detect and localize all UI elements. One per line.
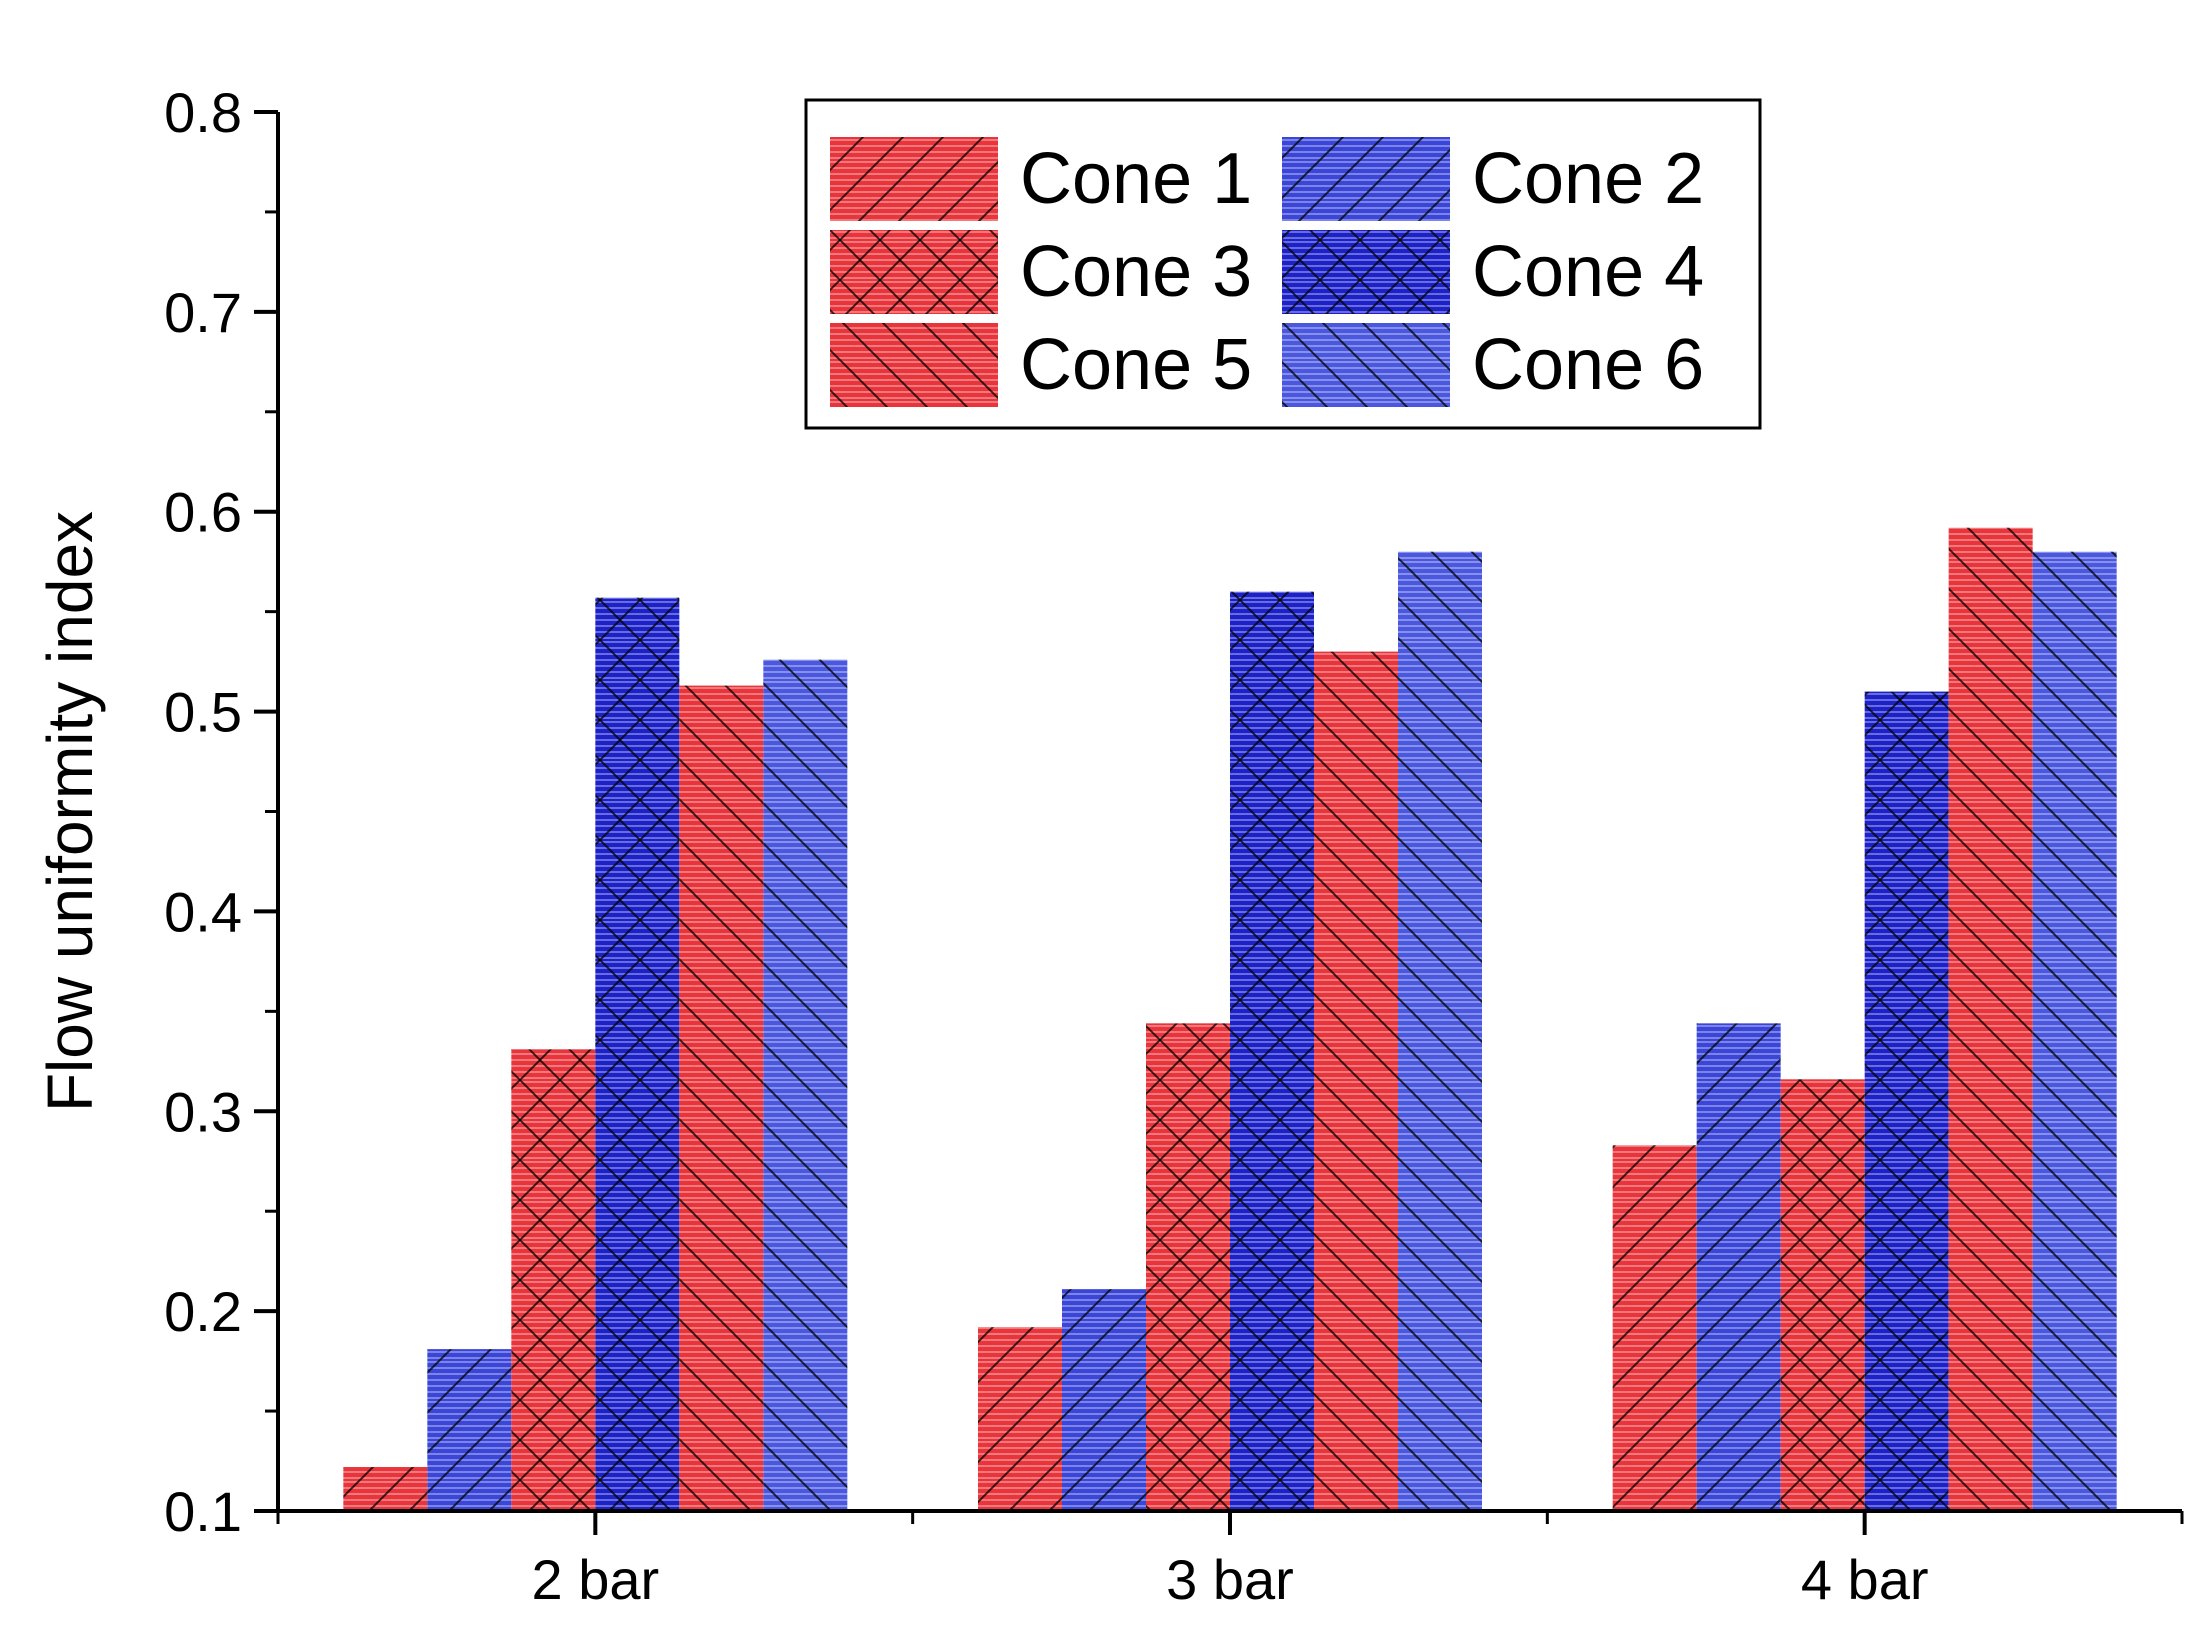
bar-cone-4-4-bar bbox=[1864, 691, 1949, 1511]
x-tick-label: 4 bar bbox=[1801, 1548, 1929, 1611]
bars-group bbox=[343, 527, 2117, 1511]
legend-label-cone-6: Cone 6 bbox=[1472, 325, 1704, 405]
y-tick-label: 0.1 bbox=[164, 1480, 242, 1543]
y-tick-label: 0.6 bbox=[164, 481, 242, 544]
bar-cone-6-4-bar bbox=[2032, 551, 2117, 1511]
bar-cone-2-4-bar bbox=[1696, 1023, 1781, 1511]
bar-cone-5-2-bar bbox=[679, 685, 764, 1511]
x-tick-label: 2 bar bbox=[532, 1548, 660, 1611]
bar-cone-1-4-bar bbox=[1612, 1145, 1697, 1511]
bar-cone-5-3-bar bbox=[1314, 651, 1398, 1511]
bar-cone-4-2-bar bbox=[595, 597, 680, 1511]
y-ticks-group: 0.1 0.2 0.3 0.4 0.5 0.6 0.7 0.8 bbox=[164, 81, 278, 1543]
bar-cone-5-4-bar bbox=[1948, 527, 2033, 1511]
bar-cone-2-3-bar bbox=[1062, 1289, 1146, 1511]
bar-cone-1-3-bar bbox=[978, 1327, 1062, 1511]
bar-cone-6-2-bar bbox=[763, 659, 848, 1511]
bar-cone-6-3-bar bbox=[1398, 551, 1482, 1511]
legend-label-cone-3: Cone 3 bbox=[1020, 232, 1252, 312]
bar-cone-1-2-bar bbox=[343, 1467, 428, 1511]
legend-swatch-cone-1 bbox=[830, 137, 998, 221]
y-tick-label: 0.5 bbox=[164, 681, 242, 744]
y-tick-label: 0.3 bbox=[164, 1080, 242, 1143]
legend-swatch-cone-6 bbox=[1282, 323, 1450, 407]
y-axis-title: Flow uniformity index bbox=[34, 511, 106, 1112]
legend-label-cone-4: Cone 4 bbox=[1472, 232, 1704, 312]
bar-cone-3-3-bar bbox=[1146, 1023, 1230, 1511]
y-tick-label: 0.2 bbox=[164, 1280, 242, 1343]
legend-swatch-cone-2 bbox=[1282, 137, 1450, 221]
y-tick-label: 0.4 bbox=[164, 880, 242, 943]
x-ticks-group: 2 bar 3 bar 4 bar bbox=[276, 1511, 2184, 1611]
legend-swatch-cone-4 bbox=[1282, 230, 1450, 314]
legend-swatch-cone-5 bbox=[830, 323, 998, 407]
bar-cone-3-2-bar bbox=[511, 1049, 596, 1511]
x-tick-label: 3 bar bbox=[1166, 1548, 1294, 1611]
y-tick-label: 0.7 bbox=[164, 281, 242, 344]
y-tick-label: 0.8 bbox=[164, 81, 242, 144]
legend-swatch-cone-3 bbox=[830, 230, 998, 314]
legend: Cone 1 Cone 2 Cone 3 Cone 4 Cone 5 Cone 6 bbox=[804, 98, 1762, 430]
legend-label-cone-5: Cone 5 bbox=[1020, 325, 1252, 405]
legend-label-cone-1: Cone 1 bbox=[1020, 139, 1252, 219]
bar-cone-2-2-bar bbox=[427, 1349, 512, 1511]
legend-label-cone-2: Cone 2 bbox=[1472, 139, 1704, 219]
bar-cone-3-4-bar bbox=[1780, 1079, 1865, 1511]
bar-cone-4-3-bar bbox=[1230, 591, 1314, 1511]
